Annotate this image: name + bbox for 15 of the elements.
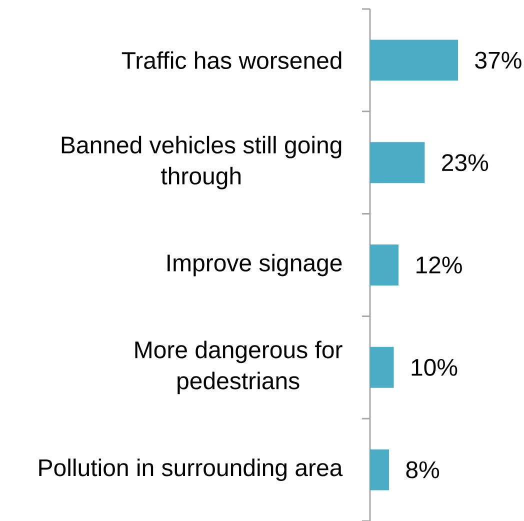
y-tick-label: Banned vehicles still going through [62, 136, 342, 190]
bar [370, 142, 425, 184]
bar [370, 346, 394, 388]
bar [370, 40, 458, 81]
data-label: 23% [442, 154, 488, 172]
data-label: 12% [416, 256, 462, 274]
y-tick-label: Pollution in surrounding area [39, 458, 343, 481]
data-label: 8% [406, 461, 440, 478]
y-tick-label: Traffic has worsened [122, 51, 342, 70]
bar [370, 244, 399, 286]
bar [370, 449, 390, 490]
y-tick-label: Improve signage [168, 254, 342, 276]
data-label: 37% [475, 52, 522, 69]
y-tick-label: More dangerous for pedestrians [135, 340, 342, 394]
data-label: 10% [412, 358, 458, 376]
